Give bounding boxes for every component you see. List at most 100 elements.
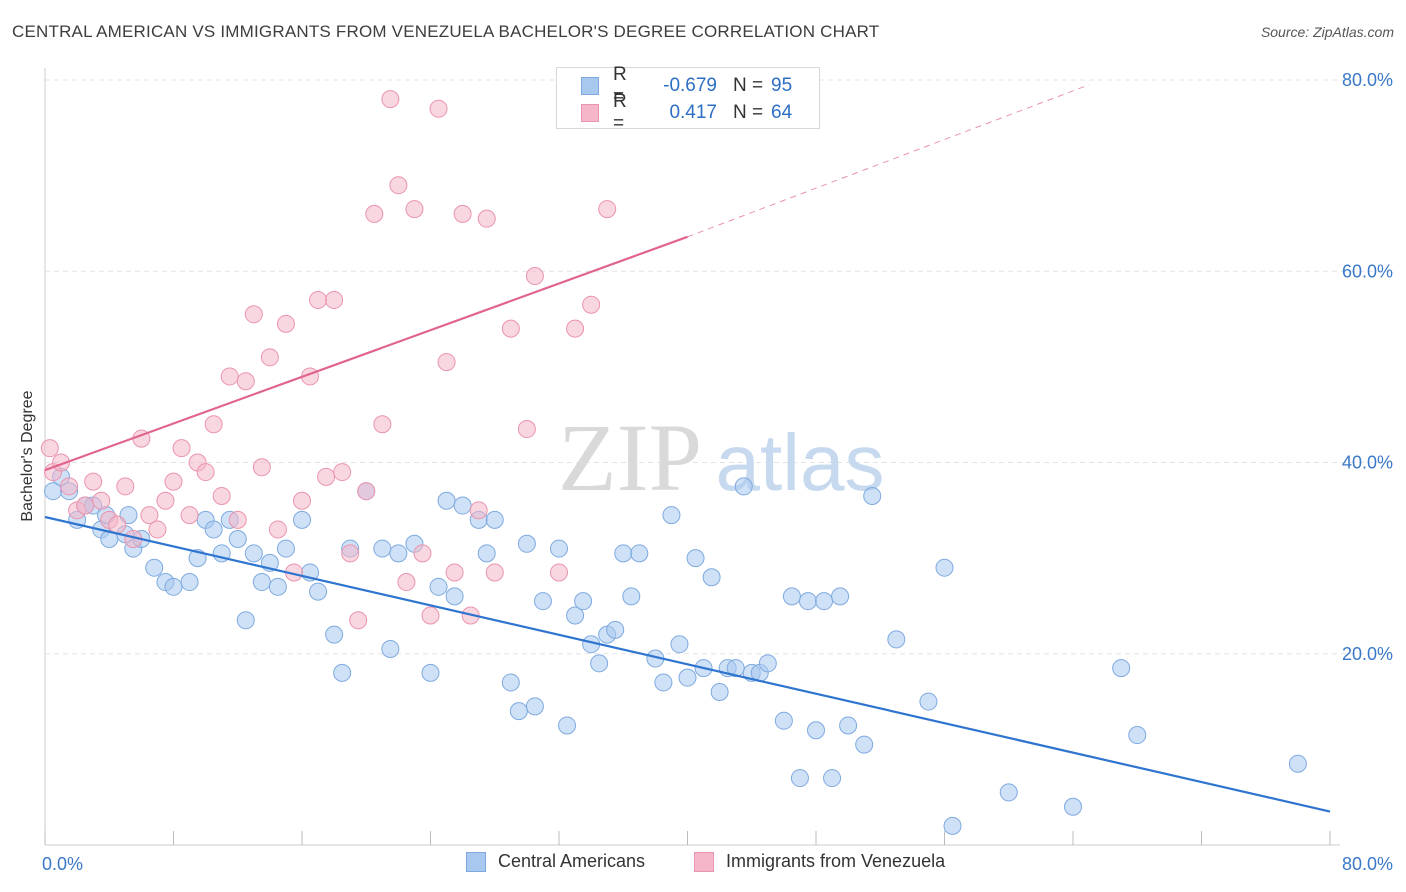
data-point [1064, 797, 1082, 816]
data-point [293, 491, 311, 510]
r-value: -0.679 [663, 75, 717, 96]
chart-title: CENTRAL AMERICAN VS IMMIGRANTS FROM VENE… [12, 22, 880, 41]
data-point [349, 611, 368, 630]
data-point [758, 654, 777, 673]
data-point [236, 372, 255, 391]
data-point [293, 510, 311, 529]
data-point [92, 491, 111, 510]
data-point [670, 635, 689, 654]
data-point [550, 563, 568, 582]
r-label: R = [613, 64, 627, 107]
data-point [1128, 726, 1147, 745]
legend-item-venezuela[interactable]: Immigrants from Venezuela [694, 851, 945, 872]
data-point [421, 606, 440, 625]
y-tick-label: 20.0% [1342, 644, 1393, 664]
data-point [84, 472, 103, 491]
data-point [365, 204, 384, 223]
data-point [397, 573, 416, 592]
legend-swatch-pink [581, 104, 599, 122]
data-point [654, 673, 673, 692]
r-value: 0.417 [669, 102, 717, 123]
legend-swatch-blue [581, 77, 599, 95]
data-point [108, 515, 127, 534]
data-point [614, 544, 633, 563]
data-point [598, 200, 617, 219]
data-point [204, 520, 223, 539]
data-point [148, 520, 167, 539]
x-tick-label: 80.0% [1342, 854, 1393, 874]
data-point [686, 549, 705, 568]
data-point [702, 568, 721, 587]
data-point [333, 663, 352, 682]
x-tick-label: 0.0% [42, 854, 83, 874]
data-point [550, 539, 568, 558]
data-point [525, 697, 544, 716]
data-point [517, 534, 536, 553]
data-point [582, 295, 601, 314]
data-point [477, 544, 496, 563]
data-point [863, 486, 882, 505]
y-tick-label: 80.0% [1342, 70, 1393, 90]
legend-swatch-blue [466, 851, 486, 872]
n-value: 64 [771, 102, 793, 123]
data-point [40, 439, 59, 458]
data-point [333, 463, 352, 482]
data-point [60, 477, 79, 496]
data-point [156, 491, 175, 510]
correlation-legend: R = -0.679 N = 95 R = 0.417 N = 64 [556, 64, 820, 134]
data-point [887, 630, 906, 649]
data-point [574, 592, 593, 611]
data-point [453, 496, 472, 515]
data-point [421, 663, 440, 682]
data-point [782, 587, 801, 606]
legend-item-central-americans[interactable]: Central Americans [466, 851, 645, 872]
trend-line-venezuela [44, 235, 688, 472]
data-point [445, 563, 464, 582]
data-point [145, 558, 164, 577]
n-value: 95 [771, 75, 793, 96]
data-point [807, 721, 825, 740]
data-point [839, 716, 858, 735]
data-point [815, 592, 834, 611]
data-point [381, 90, 400, 109]
series-legend: Central Americans Immigrants from Venezu… [0, 851, 1406, 877]
data-point [622, 587, 641, 606]
data-point [164, 472, 183, 491]
data-point [525, 267, 544, 286]
data-point [172, 439, 191, 458]
tick-labels: 20.0% 40.0% 60.0% 80.0% 0.0% 80.0% [42, 70, 1393, 874]
y-tick-label: 60.0% [1342, 261, 1393, 281]
data-point [485, 510, 504, 529]
data-point [413, 544, 432, 563]
data-point [429, 99, 448, 118]
data-point [798, 592, 817, 611]
data-point [180, 573, 199, 592]
r-label: R = [613, 91, 627, 134]
trend-lines [44, 84, 1331, 813]
data-point [244, 544, 263, 563]
data-point [164, 577, 183, 596]
legend-label: Central Americans [498, 851, 646, 871]
data-point [566, 319, 585, 338]
data-point [485, 563, 504, 582]
data-point [469, 501, 488, 520]
source-label: Source: ZipAtlas.com [1260, 24, 1394, 40]
data-point [373, 539, 392, 558]
legend-row-central-americans: R = -0.679 N = 95 [581, 64, 793, 107]
data-point [260, 348, 279, 367]
data-point [437, 491, 456, 510]
data-point [180, 506, 199, 525]
data-point [678, 668, 697, 687]
data-point [1112, 659, 1131, 678]
data-point [76, 496, 95, 515]
data-point [919, 692, 938, 711]
data-point [228, 530, 247, 548]
watermark: ZIP atlas [558, 404, 884, 511]
data-point [196, 463, 215, 482]
data-point [268, 577, 287, 596]
data-point [325, 290, 344, 309]
data-point [405, 200, 424, 219]
data-point [509, 702, 528, 721]
data-point [501, 319, 520, 338]
axes [44, 68, 1340, 846]
